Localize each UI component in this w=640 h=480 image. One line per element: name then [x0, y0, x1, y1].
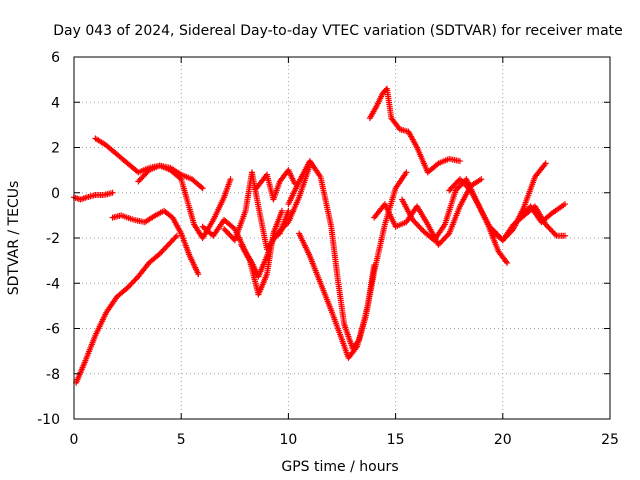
data-layer: [71, 85, 568, 386]
x-tick-label: 25: [601, 432, 619, 448]
x-tick-label: 5: [177, 432, 186, 448]
y-tick-label: -6: [46, 322, 60, 338]
data-point-marker: [278, 207, 285, 214]
data-point-marker: [109, 189, 116, 196]
x-tick-label: 15: [387, 432, 405, 448]
data-point-marker: [172, 234, 179, 241]
data-point-marker: [561, 232, 568, 239]
y-tick-label: 2: [51, 141, 60, 157]
series-track: [238, 207, 285, 298]
data-point-marker: [403, 169, 410, 176]
data-point-marker: [195, 271, 202, 278]
series-track: [71, 189, 116, 203]
data-point-marker: [561, 201, 568, 208]
y-tick-label: 4: [51, 95, 60, 111]
data-point-marker: [227, 176, 234, 183]
x-tick-label: 10: [279, 432, 297, 448]
series-track: [92, 135, 206, 192]
chart-title: Day 043 of 2024, Sidereal Day-to-day VTE…: [53, 23, 623, 39]
x-tick-label: 0: [70, 432, 79, 448]
data-point-marker: [542, 160, 549, 167]
y-tick-label: -10: [37, 412, 60, 428]
data-point-marker: [504, 259, 511, 266]
data-point-marker: [478, 176, 485, 183]
data-point-marker: [456, 158, 463, 165]
series-track: [296, 169, 410, 361]
data-point-marker: [285, 207, 292, 214]
data-point-marker: [199, 185, 206, 192]
y-axis-label: SDTVAR / TECUs: [6, 181, 22, 296]
y-tick-label: -8: [46, 367, 60, 383]
y-tick-label: -2: [46, 231, 60, 247]
y-tick-label: 0: [51, 186, 60, 202]
data-point-marker: [176, 175, 183, 182]
data-point-marker: [198, 184, 205, 191]
x-tick-label: 20: [494, 432, 512, 448]
series-track: [366, 85, 463, 176]
axis-layer: 0 5 10 15 20 25 -10 -8 -6 -4 -2 0 2 4 6: [37, 50, 619, 448]
x-axis-label: GPS time / hours: [281, 459, 398, 475]
y-tick-label: 6: [51, 50, 60, 66]
series-track: [73, 232, 180, 386]
series-track: [516, 201, 568, 226]
data-point-marker: [434, 161, 441, 168]
series-track: [253, 167, 298, 203]
y-tick-label: -4: [46, 276, 60, 292]
grid-layer: [74, 57, 610, 419]
series-track: [135, 162, 234, 241]
series-track: [109, 207, 202, 278]
